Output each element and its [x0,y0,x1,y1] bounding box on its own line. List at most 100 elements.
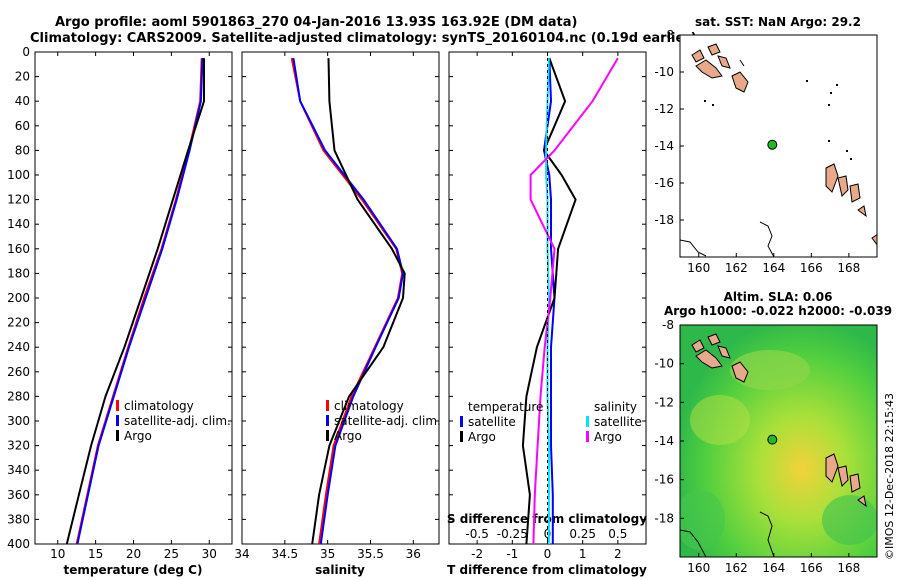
tick-marks [35,51,646,545]
lat-tick-label: -12 [654,102,674,116]
legend-label-satellite: satellite-adj. clim. [124,414,231,428]
depth-tick-label: 300 [7,414,30,428]
lat-tick-label: -18 [654,213,674,227]
legend-label-climatology: climatology [124,399,194,413]
series-line-salinity-argo [529,57,619,545]
sst-lon-tick-labels: 160 162 164 166 168 [687,253,860,275]
temperature-axis-label: temperature (deg C) [64,563,203,577]
coastline [739,59,745,67]
depth-tick-label: 360 [7,488,30,502]
legend-label-climatology: climatology [334,399,404,413]
difference-series [521,57,619,545]
lat-tick-label: -10 [654,65,674,79]
depth-tick-label: 320 [7,439,30,453]
depth-tick-label: 140 [7,217,30,231]
difference-top-tick-labels: -0.5-0.2500.250.5 [465,527,627,541]
x-tick-label: 25 [164,547,179,561]
depth-tick-label: 280 [7,389,30,403]
x-tick-label: 1 [579,547,587,561]
x-tick-label: 15 [88,547,103,561]
legend-label-t-argo: Argo [468,430,496,444]
depth-tick-label: 220 [7,316,30,330]
coastline [759,511,775,557]
depth-tick-label: 80 [15,143,30,157]
legend-swatch-s-argo [586,431,589,442]
x-tick-label: 2 [614,547,622,561]
x-tick-label: 35.5 [357,547,384,561]
island [825,453,839,483]
temperature-panel [34,51,233,545]
x-tick-label: -1 [506,547,518,561]
legend-label-t-satellite: satellite [468,415,516,429]
t-difference-axis-label: T difference from climatology [447,563,647,577]
salinity-series [290,57,406,545]
series-line-salinity-satellite [545,58,550,544]
islet [830,92,832,94]
sst-map-title: sat. SST: NaN Argo: 29.2 [695,15,861,29]
lat-tick-label: -16 [654,473,674,487]
islet [806,80,808,82]
imos-credit: ©IMOS 12-Dec-2018 22:15:43 [883,393,896,560]
island [707,333,721,346]
island [717,55,731,69]
top-x-tick-label: -0.5 [465,527,488,541]
x-tick-label: 30 [202,547,217,561]
depth-tick-label: 100 [7,168,30,182]
argo-float-marker-sst [767,139,778,150]
sst-map-land [680,35,877,257]
lon-tick-label: 168 [837,561,860,575]
legend-swatch-satellite [326,415,329,426]
lat-tick-label: -12 [654,395,674,409]
depth-tick-label: 120 [7,193,30,207]
x-tick-label: 34.5 [271,547,298,561]
islet [846,150,848,152]
sla-patch [730,350,810,390]
sla-map-field [680,325,877,557]
temperature-x-tick-labels: 10 15 20 25 30 [50,547,217,561]
salinity-axis-label: salinity [315,563,365,577]
island [691,49,705,63]
island [695,349,723,369]
legend-swatch-argo [116,430,119,441]
temperature-legend: climatology satellite-adj. clim. Argo [116,399,231,443]
lon-tick-label: 166 [800,561,823,575]
sla-patch [822,495,877,545]
legend-swatch-climatology [326,400,329,411]
island [731,361,749,383]
depth-tick-label: 260 [7,365,30,379]
argo-float-marker-sla [767,434,778,445]
salinity-legend: climatology satellite-adj. clim. Argo [326,399,441,443]
salinity-panel [241,51,440,545]
legend-label-s-satellite: satellite [594,415,642,429]
lat-tick-label: -8 [662,318,674,332]
figure-title-line2: Climatology: CARS2009. Satellite-adjuste… [30,31,697,46]
island [691,339,705,353]
sla-patch [690,395,750,445]
top-x-tick-label: 0.25 [569,527,596,541]
lat-tick-label: -14 [654,434,674,448]
depth-tick-label: 340 [7,463,30,477]
legend-title-salinity: salinity [594,400,637,414]
x-tick-label: 34 [234,547,249,561]
lon-tick-label: 162 [725,561,748,575]
depth-tick-label: 60 [15,119,30,133]
island [717,345,731,359]
island [731,71,749,93]
islet [712,104,714,106]
legend-label-s-argo: Argo [594,430,622,444]
islet [828,104,830,106]
coastline [759,221,775,257]
island [707,43,721,56]
island [825,163,839,193]
temperature-series [65,58,205,545]
x-tick-label: 0 [544,547,552,561]
islet [704,100,706,102]
lat-tick-label: -16 [654,176,674,190]
lat-tick-label: -8 [662,28,674,42]
island [837,465,849,487]
depth-tick-label: 400 [7,537,30,551]
islet [850,158,852,160]
difference-legend-salinity: salinity satellite Argo [586,400,642,444]
difference-legend-temperature: temperature satellite Argo [460,400,543,444]
figure-title-line1: Argo profile: aoml 5901863_270 04-Jan-20… [55,15,577,30]
